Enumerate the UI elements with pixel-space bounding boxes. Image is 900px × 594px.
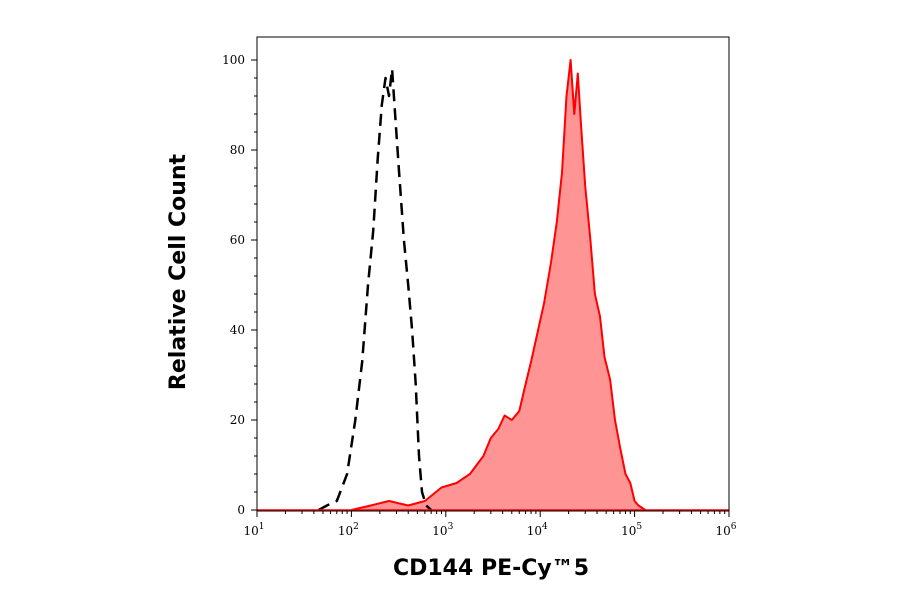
x-tick-label: 103	[432, 522, 453, 538]
x-axis-title: CD144 PE-Cy™5	[393, 556, 589, 581]
plot-frame	[256, 36, 730, 512]
x-tick-label: 101	[243, 522, 264, 538]
y-tick-label: 0	[237, 503, 245, 517]
y-tick-label: 60	[230, 233, 245, 247]
x-tick-label: 106	[715, 522, 736, 538]
y-tick-label: 20	[230, 413, 245, 427]
x-tick-label: 102	[338, 522, 359, 538]
y-tick-label: 80	[230, 143, 245, 157]
y-tick-label: 40	[230, 323, 245, 337]
stained-sample-line	[351, 59, 646, 511]
x-tick-label: 105	[621, 522, 642, 538]
y-axis-title: Relative Cell Count	[166, 153, 191, 390]
series-area-fill	[351, 60, 646, 510]
y-tick-label: 100	[222, 53, 245, 67]
x-tick-label: 104	[527, 522, 548, 538]
control-dashed-line	[318, 67, 433, 512]
